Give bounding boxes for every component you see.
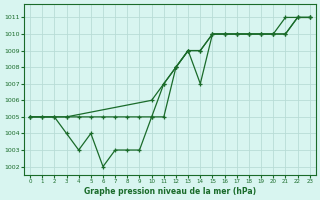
X-axis label: Graphe pression niveau de la mer (hPa): Graphe pression niveau de la mer (hPa) [84, 187, 256, 196]
